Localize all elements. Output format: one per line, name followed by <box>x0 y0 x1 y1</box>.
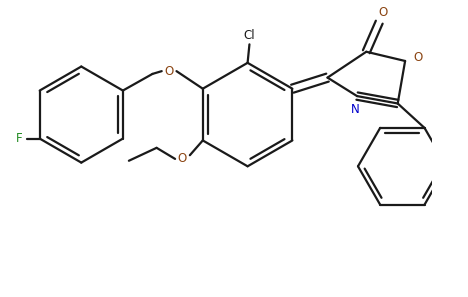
Text: O: O <box>164 65 174 78</box>
Text: O: O <box>413 51 423 64</box>
Text: N: N <box>351 102 359 116</box>
Text: F: F <box>16 132 22 145</box>
Text: Cl: Cl <box>244 29 255 42</box>
Text: O: O <box>378 7 388 19</box>
Text: O: O <box>178 152 187 165</box>
